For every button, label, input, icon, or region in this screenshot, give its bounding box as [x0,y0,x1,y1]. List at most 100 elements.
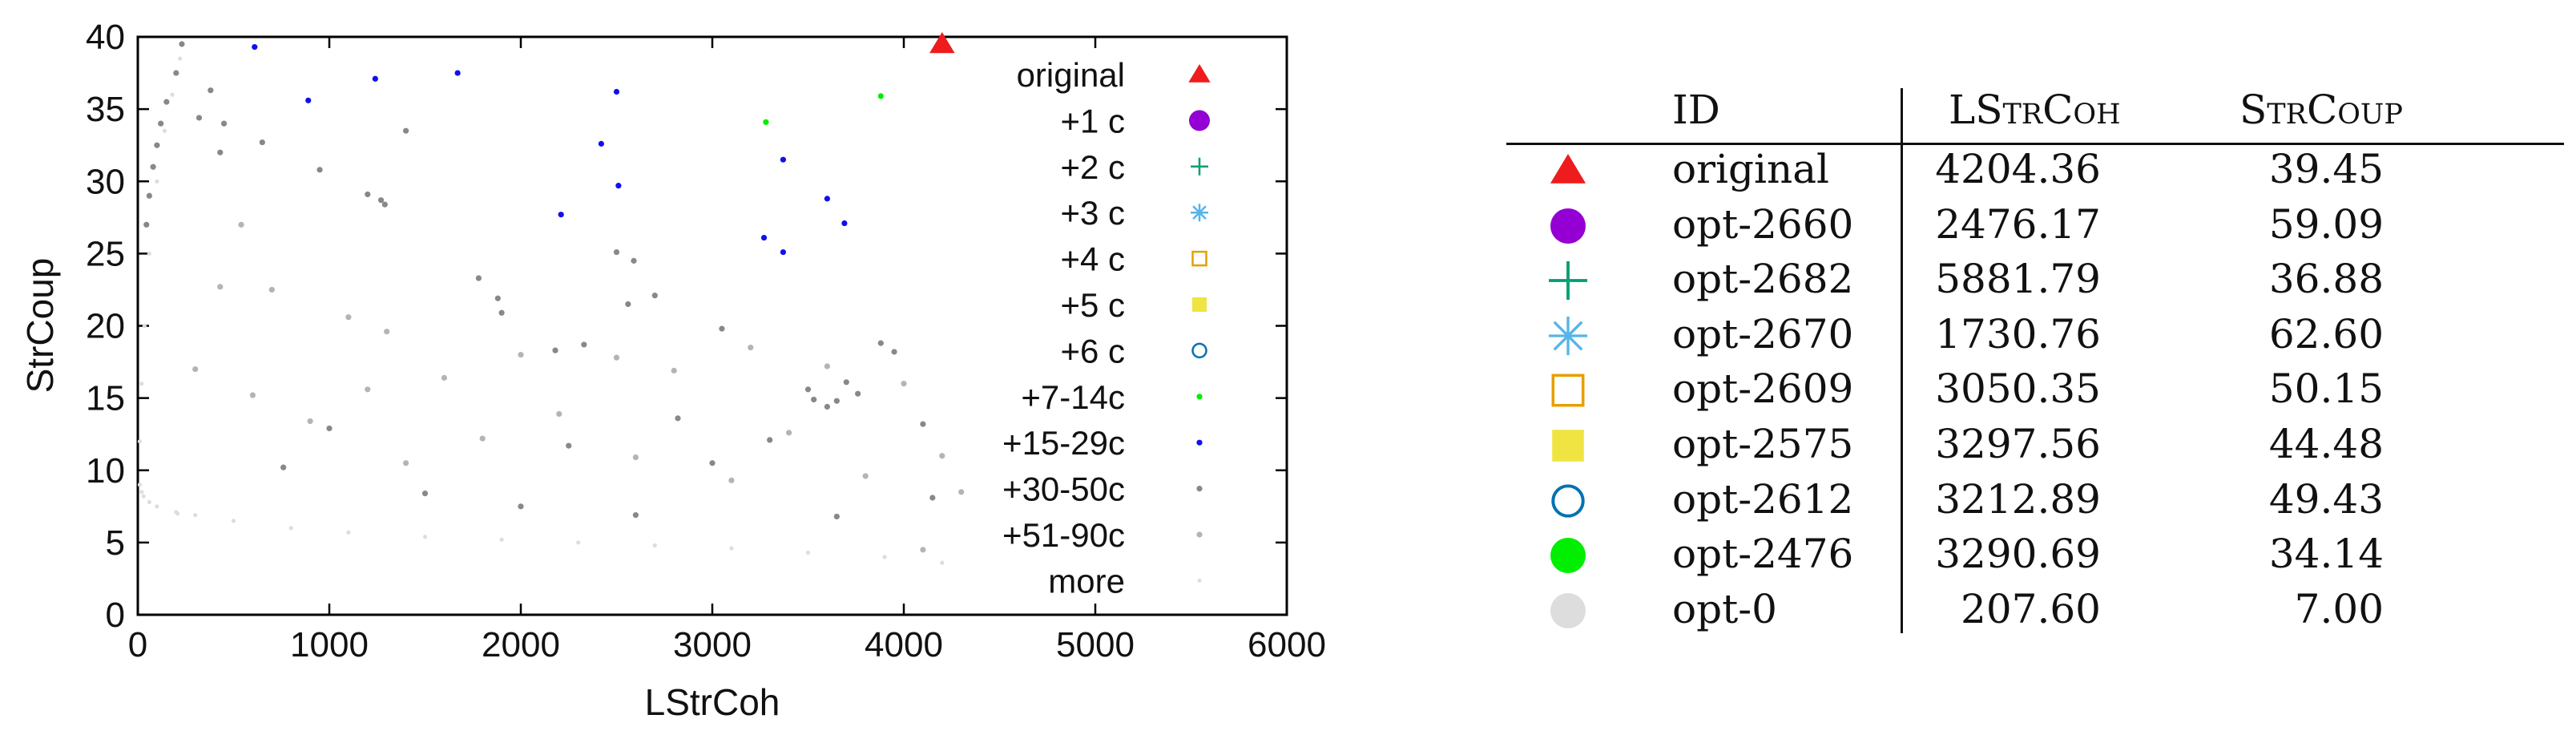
data-point [403,460,409,466]
data-point [155,179,159,184]
data-point [305,97,312,103]
data-point [729,546,734,551]
data-point [141,494,146,499]
row-symbol-shape [1551,483,1585,518]
data-point [675,415,681,422]
cell-lstrcoh: 3050.35 [1935,365,2101,413]
cell-id: opt-2609 [1672,365,1854,413]
data-point [824,196,830,202]
cell-lstrcoh: 2476.17 [1935,200,2101,248]
data-point [632,512,639,519]
data-point [196,115,203,121]
data-point [192,365,199,373]
data-point [833,398,840,404]
legend-label: +1 c [1060,102,1125,139]
cell-strcoup: 59.09 [2268,200,2384,248]
cell-id: opt-2660 [1672,200,1854,248]
cell-lstrcoh: 1730.76 [1935,310,2101,357]
data-point [179,41,185,47]
x-tick-label: 0 [128,625,147,664]
data-point [155,504,159,509]
data-point [150,164,156,170]
data-point [403,127,409,134]
data-point [139,382,144,386]
data-point [805,550,811,555]
y-tick-label: 20 [86,307,125,346]
data-point [518,351,524,358]
header-lstrcoh: LStrCoh [1949,87,2121,133]
cell-id: opt-2476 [1672,531,1854,578]
data-point [651,293,658,299]
data-point [475,275,482,281]
results-table: ID LStrCoh StrCoup original 4204.36 39.45 o… [1506,80,2572,641]
data-point [252,44,258,50]
legend-label: +4 c [1060,240,1125,278]
data-point [652,543,657,548]
data-point [384,329,390,335]
cell-strcoup: 62.60 [2268,310,2384,357]
data-point [811,396,817,403]
cell-strcoup: 44.48 [2268,421,2384,467]
cell-lstrcoh: 3212.89 [1935,475,2101,523]
data-point [632,454,639,461]
data-point [939,453,945,459]
row-symbol-shape [1550,538,1586,574]
data-point [231,519,236,523]
scatter-plot: 0 1000 2000 3000 4000 5000 6000 0 5 10 15 20 25 30 35 4… [19,18,1326,723]
data-point [877,340,884,346]
header-strcoup: StrCoup [2239,87,2403,133]
data-point [719,325,725,332]
cell-strcoup: 49.43 [2268,475,2384,523]
legend-label: +7-14c [1021,378,1125,416]
row-symbol-icon [1550,208,1586,244]
data-point [147,499,151,505]
data-point [238,221,244,228]
data-point [855,390,861,397]
legend: original +1 c +2 c +3 c +4 c +5 c +6 c +7-14c +1… [1002,56,1211,600]
data-point [920,421,926,427]
y-tick-label: 15 [86,379,125,418]
data-point [177,56,183,61]
data-point [958,489,965,495]
row-symbol-icon [1549,316,1587,355]
cell-id: opt-0 [1672,585,1777,632]
axis-ticks: 0 1000 2000 3000 4000 5000 6000 0 5 10 15 20 25 30 35 4… [86,18,1326,664]
data-point [786,430,792,436]
data-point [518,503,524,510]
data-point [843,379,849,386]
y-axis-label: StrCoup [19,258,61,394]
data-point [217,284,224,290]
y-tick-label: 35 [86,90,125,129]
cell-strcoup: 36.88 [2268,256,2384,303]
y-tick-label: 30 [86,162,125,201]
data-point [929,495,936,501]
cell-strcoup: 34.14 [2268,531,2384,578]
data-point [498,309,505,316]
legend-label: original [1017,56,1125,94]
data-point [217,149,224,155]
y-tick-label: 5 [106,523,125,563]
cell-id: opt-2670 [1672,310,1854,357]
y-tick-label: 10 [86,451,125,491]
legend-symbol [1191,250,1207,267]
cell-lstrcoh: 5881.79 [1935,256,2101,303]
legend-label: more [1048,562,1125,600]
data-point [288,526,293,531]
data-point [346,530,351,535]
data-point [625,301,631,308]
row-symbol-icon [1550,538,1586,574]
legend-symbol [1196,531,1203,538]
data-point [763,119,769,125]
row-symbol-icon [1549,261,1587,301]
legend-label: +15-29c [1002,424,1125,462]
data-point [615,183,622,189]
data-point [454,70,461,76]
row-symbol-shape [1549,316,1587,355]
x-tick-label: 6000 [1248,625,1326,664]
data-point [613,354,620,361]
data-point [882,555,887,559]
data-point [613,248,620,256]
data-point [877,93,884,99]
data-point [441,374,448,381]
legend-symbol [1191,204,1208,222]
